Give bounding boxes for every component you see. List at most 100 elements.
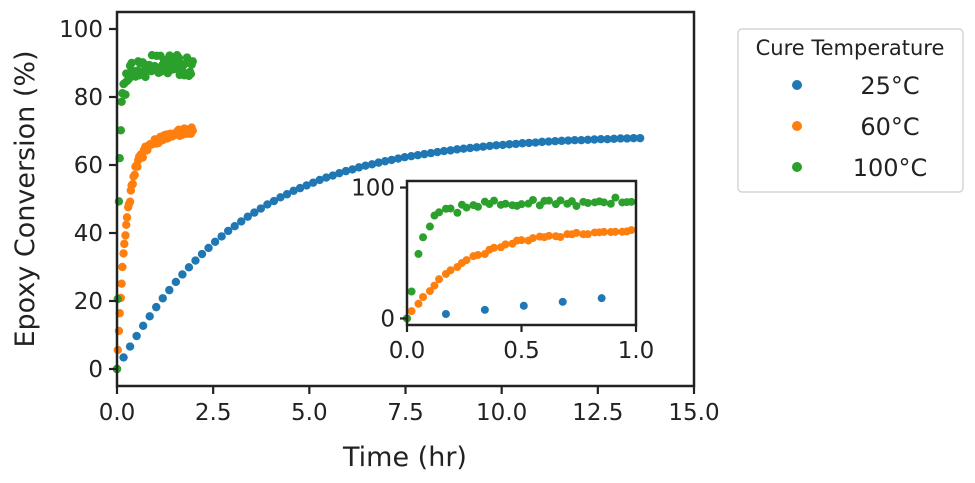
point-25c-60 (505, 140, 514, 149)
point-25c-31 (315, 175, 324, 185)
point-25c-58 (492, 141, 501, 150)
point-25c-32 (322, 173, 331, 182)
inset-point-100c-2 (414, 249, 423, 258)
point-60c-17 (128, 179, 137, 189)
point-60c-11 (122, 213, 132, 222)
inset-x-tick-label-2: 1.0 (618, 338, 655, 364)
inset-point-60c-13 (473, 250, 482, 259)
point-25c-42 (387, 155, 396, 165)
point-25c-19 (237, 217, 246, 226)
point-60c-82 (188, 126, 197, 135)
y-tick-label-3: 60 (74, 153, 103, 179)
inset-point-60c-2 (414, 299, 423, 308)
point-25c-45 (407, 151, 416, 161)
point-25c-41 (380, 157, 390, 166)
point-25c-20 (243, 212, 252, 221)
inset-point-60c-8 (446, 266, 455, 275)
inset-y-ticks: 0 100 (351, 176, 407, 332)
point-25c-79 (629, 133, 638, 143)
point-25c-12 (191, 256, 200, 265)
inset-point-25c-2 (480, 305, 489, 314)
inset-point-100c-26 (544, 196, 553, 205)
y-axis-title: Epoxy Conversion (%) (10, 50, 41, 347)
point-25c-16 (217, 232, 226, 241)
x-axis-title: Time (hr) (342, 442, 467, 473)
point-25c-11 (184, 263, 194, 272)
point-25c-64 (531, 138, 540, 147)
point-25c-59 (498, 140, 508, 150)
point-25c-56 (479, 142, 488, 151)
inset-point-25c-3 (519, 301, 528, 310)
inset-point-60c-38 (611, 227, 620, 236)
point-25c-52 (452, 145, 462, 154)
point-25c-38 (361, 161, 370, 170)
point-25c-1 (119, 353, 128, 362)
point-60c-14 (125, 197, 135, 206)
point-25c-62 (518, 139, 527, 148)
inset-x-ticks: 0.0 0.5 1.0 (389, 325, 655, 364)
point-25c-66 (544, 137, 553, 146)
point-25c-53 (459, 144, 468, 153)
point-25c-10 (178, 270, 187, 279)
inset-point-100c-3 (419, 233, 428, 242)
point-25c-65 (537, 137, 547, 147)
point-100c-16 (127, 58, 136, 68)
point-25c-70 (570, 135, 579, 145)
point-25c-67 (550, 137, 560, 146)
point-25c-73 (590, 135, 599, 144)
inset-point-60c-33 (583, 230, 592, 239)
point-100c-82 (188, 57, 197, 66)
legend-box (737, 28, 964, 193)
inset-point-100c-16 (490, 196, 499, 205)
inset-point-60c-21 (517, 236, 526, 245)
point-25c-4 (138, 321, 148, 331)
legend-label-100c: 100°C (853, 154, 928, 182)
point-25c-63 (524, 138, 534, 148)
inset-point-60c-16 (490, 243, 499, 252)
main-plot-markers (112, 50, 645, 374)
x-tick-label-5: 12.5 (572, 400, 623, 426)
point-100c-5 (117, 97, 126, 106)
inset-point-100c-11 (462, 203, 471, 212)
legend-marker-25c (792, 80, 802, 90)
inset-point-100c-23 (528, 195, 537, 204)
legend: Cure Temperature 25°C 60°C 100°C (737, 28, 964, 193)
inset-point-100c-41 (627, 197, 636, 206)
inset-point-60c-1 (407, 307, 416, 316)
point-25c-75 (603, 134, 612, 144)
point-25c-9 (171, 277, 181, 287)
point-25c-34 (335, 168, 344, 178)
point-25c-29 (302, 181, 311, 190)
point-25c-69 (564, 136, 573, 145)
inset-point-100c-37 (606, 199, 615, 208)
inset-point-60c-3 (419, 292, 428, 301)
inset-point-60c-5 (430, 281, 439, 290)
inset-point-60c-18 (501, 240, 510, 249)
point-25c-40 (374, 158, 383, 167)
point-25c-80 (635, 133, 645, 143)
legend-label-60c: 60°C (860, 113, 919, 141)
inset-point-60c-26 (544, 231, 553, 240)
point-25c-25 (276, 193, 285, 202)
inset-point-25c-5 (597, 294, 606, 303)
inset-x-tick-label-1: 0.5 (503, 338, 540, 364)
point-60c-22 (133, 162, 142, 171)
point-60c-5 (117, 279, 126, 288)
x-tick-label-0: 0.0 (99, 400, 136, 426)
inset-point-100c-33 (583, 198, 592, 207)
main-x-ticks: 0.0 2.5 5.0 7.5 10.0 12.5 15.0 (99, 386, 720, 426)
point-25c-36 (348, 165, 357, 174)
inset-point-60c-41 (627, 226, 636, 235)
point-25c-18 (230, 222, 239, 231)
inset-point-25c-4 (558, 297, 567, 306)
point-25c-26 (282, 190, 292, 199)
main-y-ticks: 0 20 40 60 80 100 (59, 17, 117, 383)
point-25c-39 (367, 160, 377, 169)
point-100c-4 (116, 126, 126, 135)
point-25c-13 (197, 249, 207, 259)
inset-point-60c-6 (435, 275, 444, 284)
point-100c-80 (186, 69, 196, 79)
inset-plot: 0.0 0.5 1.0 0 100 (351, 176, 654, 364)
point-25c-61 (511, 139, 521, 149)
point-25c-3 (132, 331, 141, 341)
